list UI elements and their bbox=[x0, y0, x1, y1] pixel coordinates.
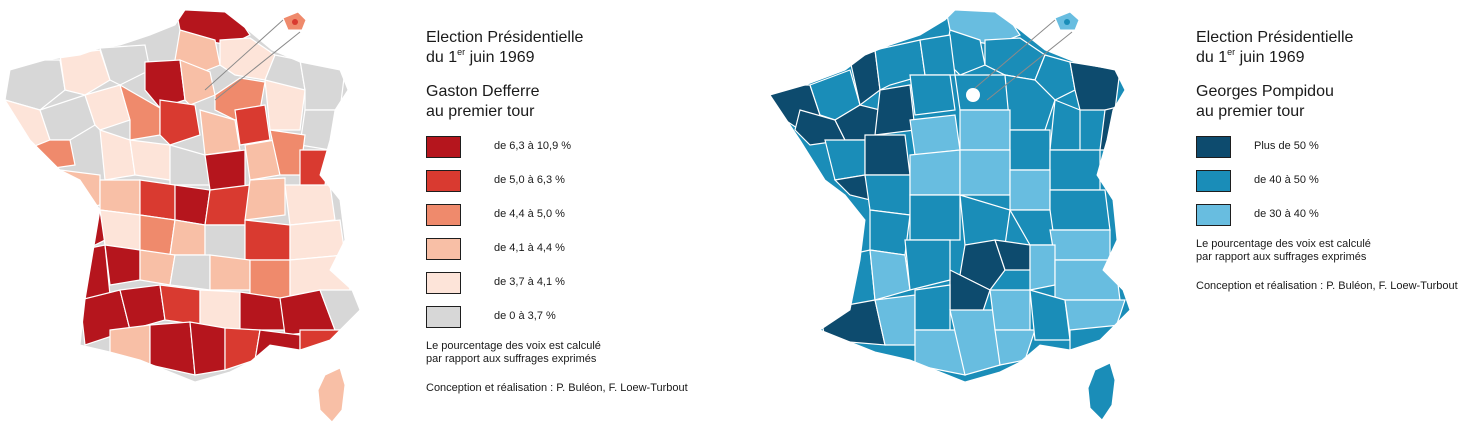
paris-inset bbox=[966, 11, 1080, 102]
legend-class: de 4,4 à 5,0 % bbox=[426, 204, 688, 229]
legend-pompidou: Election Présidentielle du 1er juin 1969… bbox=[1196, 28, 1458, 292]
corsica bbox=[317, 367, 346, 423]
candidate-title: Gaston Defferre au premier tour bbox=[426, 83, 540, 120]
legend-class: Plus de 50 % bbox=[1196, 136, 1458, 161]
legend-class: de 40 à 50 % bbox=[1196, 170, 1458, 195]
legend-swatch bbox=[426, 136, 461, 158]
legend-class: de 5,0 à 6,3 % bbox=[426, 170, 688, 195]
legend-class: de 6,3 à 10,9 % bbox=[426, 136, 688, 161]
legend-class: de 3,7 à 4,1 % bbox=[426, 272, 688, 297]
legend-class: de 4,1 à 4,4 % bbox=[426, 238, 688, 263]
legend-swatch bbox=[426, 204, 461, 226]
map-pompidou bbox=[765, 0, 1145, 431]
calculation-note: Le pourcentage des voix est calculé par … bbox=[426, 340, 601, 365]
legend-class: de 0 à 3,7 % bbox=[426, 306, 688, 331]
paris-inset bbox=[204, 11, 307, 101]
map-title: Election Présidentielle du 1er juin 1969 bbox=[426, 29, 584, 66]
calculation-note: Le pourcentage des voix est calculé par … bbox=[1196, 238, 1371, 263]
legend-swatch bbox=[1196, 204, 1231, 226]
candidate-title: Georges Pompidou au premier tour bbox=[1196, 83, 1334, 120]
legend-classes: Plus de 50 % de 40 à 50 % de 30 à 40 % bbox=[1196, 136, 1458, 229]
legend-swatch bbox=[1196, 170, 1231, 192]
legend-defferre: Election Présidentielle du 1er juin 1969… bbox=[426, 28, 688, 394]
map-defferre bbox=[0, 0, 380, 431]
legend-swatch bbox=[426, 306, 461, 328]
legend-classes: de 6,3 à 10,9 % de 5,0 à 6,3 % de 4,4 à … bbox=[426, 136, 688, 331]
legend-class: de 30 à 40 % bbox=[1196, 204, 1458, 229]
legend-swatch bbox=[426, 272, 461, 294]
legend-swatch bbox=[426, 170, 461, 192]
corsica bbox=[1087, 362, 1116, 421]
credit: Conception et réalisation : P. Buléon, F… bbox=[1196, 280, 1458, 292]
legend-swatch bbox=[426, 238, 461, 260]
map-title: Election Présidentielle du 1er juin 1969 bbox=[1196, 29, 1354, 66]
legend-swatch bbox=[1196, 136, 1231, 158]
credit: Conception et réalisation : P. Buléon, F… bbox=[426, 382, 688, 394]
